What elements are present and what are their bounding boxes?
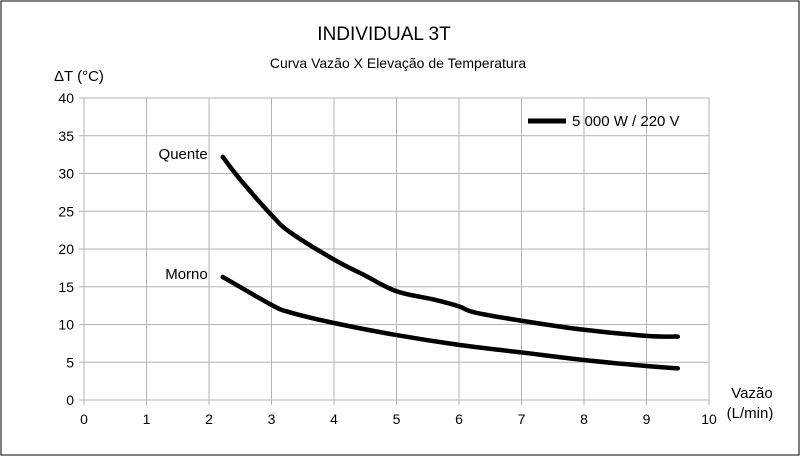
y-tick-label: 20 — [58, 241, 74, 257]
legend-entry: 5 000 W / 220 V — [572, 113, 680, 130]
x-tick-label: 1 — [143, 411, 151, 427]
series-label-quente: Quente — [159, 146, 208, 163]
x-tick-label: 3 — [268, 411, 276, 427]
y-tick-label: 30 — [58, 166, 74, 182]
y-tick-label: 25 — [58, 203, 74, 219]
x-tick-label: 8 — [580, 411, 588, 427]
y-tick-label: 35 — [58, 128, 74, 144]
series-line-morno — [220, 274, 680, 371]
series-line-quente — [220, 154, 680, 339]
series-label-morno: Morno — [165, 266, 208, 283]
x-axis-label: Vazão — [731, 385, 772, 402]
y-axis-label: ΔT (°C) — [54, 68, 104, 85]
y-tick-label: 0 — [66, 392, 74, 408]
x-tick-label: 4 — [330, 411, 338, 427]
x-axis-unit: (L/min) — [727, 405, 774, 422]
y-tick-label: 15 — [58, 279, 74, 295]
x-tick-label: 7 — [518, 411, 526, 427]
y-tick-label: 40 — [58, 90, 74, 106]
x-tick-label: 2 — [205, 411, 213, 427]
y-tick-label: 10 — [58, 317, 74, 333]
y-tick-label: 5 — [66, 354, 74, 370]
x-tick-label: 0 — [80, 411, 88, 427]
x-tick-label: 6 — [455, 411, 463, 427]
x-tick-label: 10 — [701, 411, 717, 427]
x-tick-label: 9 — [643, 411, 651, 427]
x-tick-label: 5 — [393, 411, 401, 427]
chart-title: INDIVIDUAL 3T — [317, 24, 451, 45]
legend: 5 000 W / 220 V — [528, 113, 680, 130]
chart-subtitle: Curva Vazão X Elevação de Temperatura — [270, 55, 527, 71]
